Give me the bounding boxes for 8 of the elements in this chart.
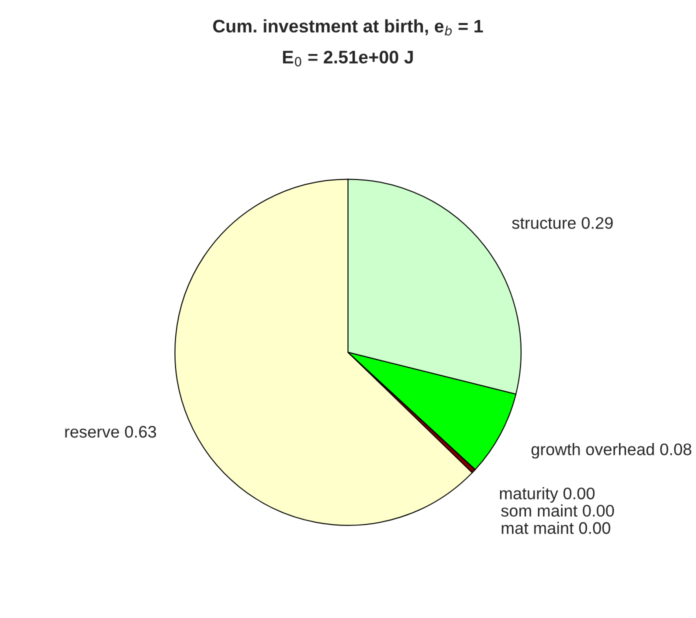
slice-label: maturity 0.00: [500, 487, 595, 503]
slice-label: growth overhead 0.08: [531, 443, 692, 459]
slice-label: structure 0.29: [512, 217, 613, 229]
category-label: mat maint 0.00: [502, 522, 610, 534]
category-label: som maint 0.00: [501, 504, 614, 517]
slice-label: reserve 0.63: [65, 426, 156, 438]
chart-title: Cum. investment at birth, e$_{b}$ = 1: [213, 19, 483, 36]
chart-subtitle: E$_{0}$ = 2.51e+00 J: [283, 50, 413, 66]
